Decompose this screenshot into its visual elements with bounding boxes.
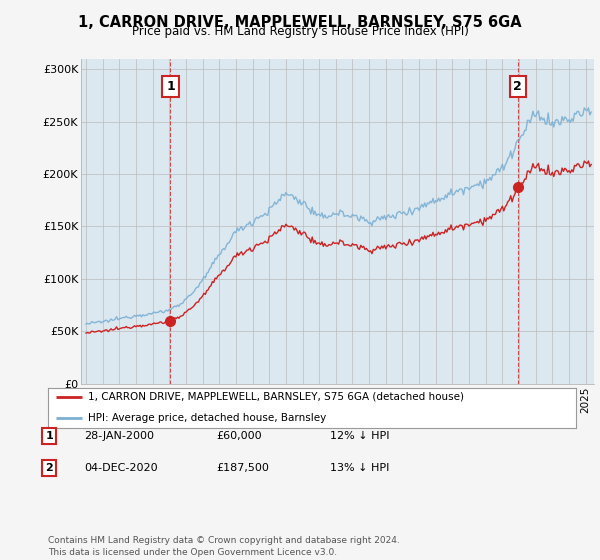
Text: 1: 1 (166, 80, 175, 93)
Text: 2: 2 (514, 80, 522, 93)
Text: Contains HM Land Registry data © Crown copyright and database right 2024.
This d: Contains HM Land Registry data © Crown c… (48, 536, 400, 557)
Text: 12% ↓ HPI: 12% ↓ HPI (330, 431, 389, 441)
Text: 13% ↓ HPI: 13% ↓ HPI (330, 463, 389, 473)
Text: £187,500: £187,500 (216, 463, 269, 473)
Text: 1, CARRON DRIVE, MAPPLEWELL, BARNSLEY, S75 6GA: 1, CARRON DRIVE, MAPPLEWELL, BARNSLEY, S… (78, 15, 522, 30)
Text: 04-DEC-2020: 04-DEC-2020 (84, 463, 158, 473)
Text: Price paid vs. HM Land Registry's House Price Index (HPI): Price paid vs. HM Land Registry's House … (131, 25, 469, 38)
Text: £60,000: £60,000 (216, 431, 262, 441)
Text: 28-JAN-2000: 28-JAN-2000 (84, 431, 154, 441)
Text: 1: 1 (46, 431, 53, 441)
Text: 2: 2 (46, 463, 53, 473)
Text: HPI: Average price, detached house, Barnsley: HPI: Average price, detached house, Barn… (88, 413, 326, 423)
Text: 1, CARRON DRIVE, MAPPLEWELL, BARNSLEY, S75 6GA (detached house): 1, CARRON DRIVE, MAPPLEWELL, BARNSLEY, S… (88, 391, 464, 402)
